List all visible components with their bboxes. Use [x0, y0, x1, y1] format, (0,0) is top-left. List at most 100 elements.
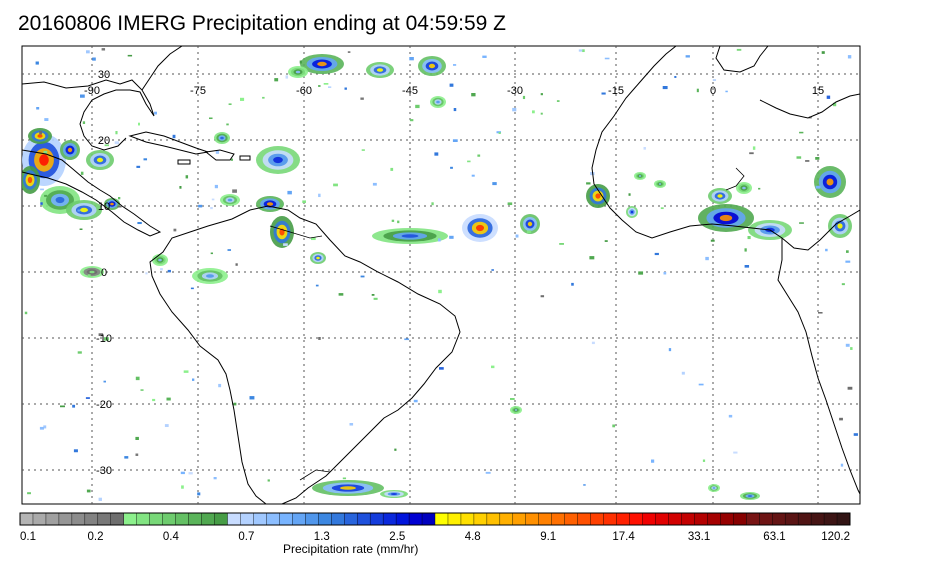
precip-speck — [77, 351, 82, 354]
colorbar-swatch — [642, 512, 656, 526]
precip-speck — [360, 275, 365, 278]
latitude-labels: 30 20 10 0 -10 -20 -30 — [96, 69, 112, 477]
latitude-label: 30 — [98, 69, 110, 81]
precip-speck — [235, 263, 238, 266]
precip-speck — [160, 268, 163, 271]
precip-speck — [604, 240, 608, 242]
precip-speck — [138, 122, 141, 126]
colorbar-swatch — [382, 512, 397, 526]
colorbar-swatch — [279, 512, 293, 526]
precip-speck — [744, 248, 747, 252]
colorbar-border — [19, 512, 851, 526]
precip-speck — [40, 188, 44, 191]
precip-speck — [799, 131, 804, 134]
precip-speck — [82, 121, 86, 124]
precip-speck — [210, 207, 213, 210]
precip-cell — [630, 210, 634, 214]
latitude-label: 20 — [98, 135, 110, 147]
precip-speck — [540, 295, 545, 298]
precip-speck — [192, 378, 195, 381]
precip-speck — [43, 425, 47, 429]
precip-speck — [409, 57, 414, 61]
precip-speck — [404, 338, 410, 341]
colorbar-swatch — [577, 512, 592, 526]
precip-speck — [512, 107, 517, 112]
precip-cell — [55, 196, 65, 204]
colorbar-swatch — [344, 512, 358, 526]
precip-speck — [285, 75, 289, 79]
colorbar-swatch — [136, 512, 151, 526]
colorbar-swatch — [305, 512, 319, 526]
precip-speck — [135, 436, 139, 440]
precip-speck — [492, 182, 497, 186]
precip-cell — [266, 202, 274, 206]
precip-speck — [360, 97, 364, 100]
precip-speck — [77, 209, 81, 212]
precip-speck — [571, 282, 574, 286]
precip-speck — [821, 51, 825, 54]
colorbar-ticks: 0.1 0.2 0.4 0.7 1.3 2.5 4.8 9.1 17.4 33.1 63.1 120.… — [20, 531, 850, 543]
precip-speck — [515, 234, 519, 238]
colorbar-swatch — [473, 512, 488, 526]
precip-speck — [279, 204, 283, 207]
precip-speck — [154, 111, 157, 115]
precip-speck — [283, 243, 288, 246]
precip-cell — [595, 193, 601, 199]
precip-speck — [92, 57, 96, 61]
precip-speck — [491, 269, 494, 271]
precip-cell — [206, 274, 214, 278]
precip-speck — [582, 49, 585, 53]
colorbar-swatch — [45, 512, 60, 526]
latitude-label: 0 — [101, 267, 107, 279]
precip-speck — [540, 112, 543, 115]
precip-speck — [361, 149, 365, 151]
precip-speck — [114, 141, 120, 145]
gulf-coastline — [22, 79, 155, 151]
precip-speck — [540, 93, 543, 96]
precip-speck — [477, 154, 481, 157]
colorbar — [19, 512, 851, 526]
precip-speck — [215, 150, 220, 154]
precip-speck — [287, 190, 292, 195]
precip-speck — [166, 397, 171, 401]
precip-speck — [668, 348, 672, 352]
colorbar-swatch — [538, 512, 553, 526]
colorbar-tick-label: 17.4 — [612, 531, 635, 543]
precip-speck — [344, 87, 347, 90]
precip-cell — [80, 207, 88, 213]
precip-speck — [185, 175, 189, 179]
precip-speck — [413, 399, 418, 403]
precip-speck — [179, 186, 182, 189]
longitude-label: -30 — [507, 85, 523, 97]
precip-speck — [39, 426, 44, 430]
precip-speck — [86, 50, 90, 54]
colorbar-tick-label: 2.5 — [389, 531, 405, 543]
precip-speck — [434, 152, 439, 156]
precip-speck — [140, 389, 144, 391]
africa-coastline — [591, 46, 860, 251]
colorbar-swatch — [110, 512, 125, 526]
colorbar-swatch — [797, 512, 812, 526]
precip-speck — [164, 424, 169, 428]
hispaniola-coastline — [204, 149, 235, 161]
precip-speck — [232, 189, 237, 193]
map-frame — [21, 45, 861, 505]
precip-speck — [24, 311, 28, 315]
precip-speck — [431, 202, 434, 206]
precip-cell — [89, 270, 95, 274]
colorbar-swatch — [71, 512, 86, 526]
precip-speck — [409, 119, 414, 122]
precip-speck — [104, 144, 109, 147]
precip-cell — [316, 256, 320, 260]
precip-cell — [67, 147, 73, 153]
precip-cell — [340, 486, 356, 490]
precip-speck — [453, 64, 457, 66]
precip-speck — [299, 60, 302, 64]
precip-speck — [39, 130, 43, 135]
precip-speck — [135, 453, 139, 456]
precip-speck — [60, 405, 65, 408]
precip-speck — [103, 337, 109, 341]
precip-speck — [452, 139, 458, 142]
precip-speck — [628, 193, 631, 196]
